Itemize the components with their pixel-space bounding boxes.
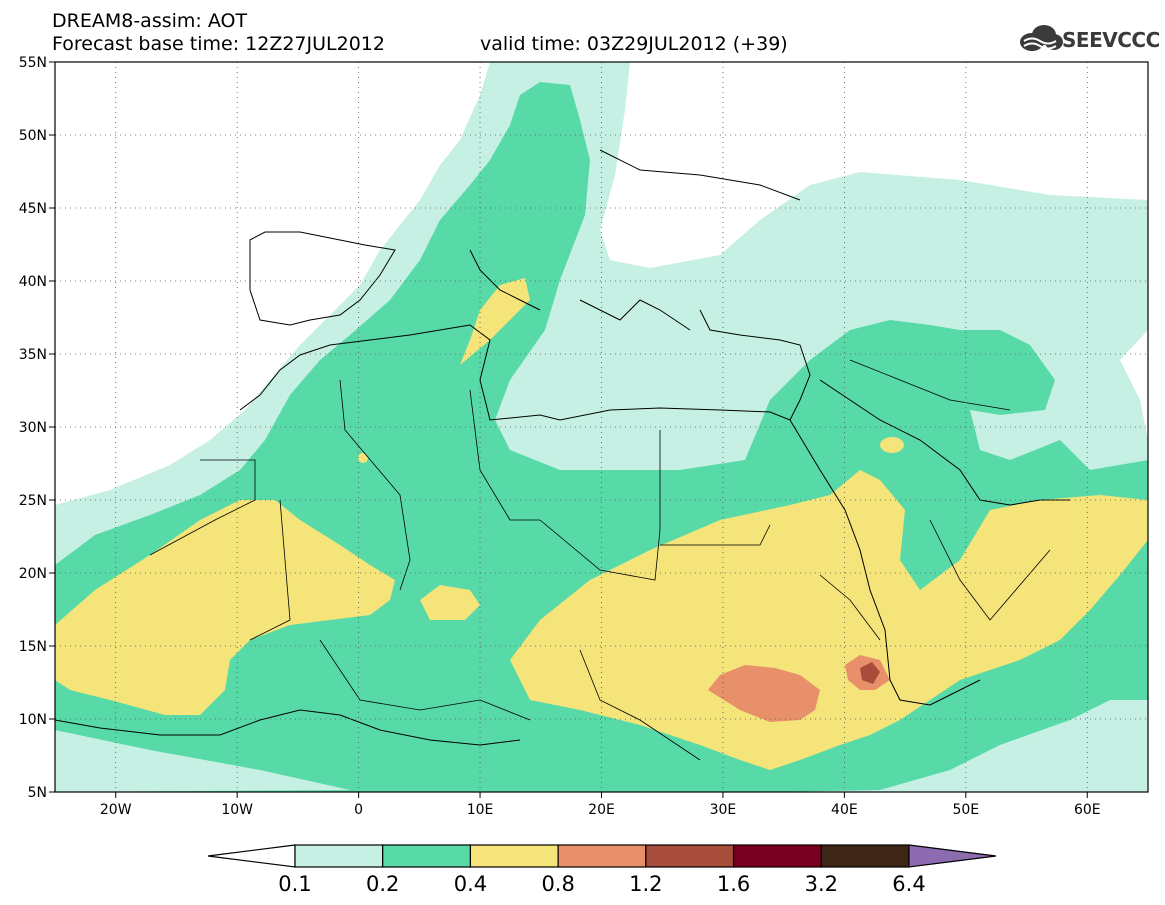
coastlines (55, 149, 1070, 746)
lon-tick-label: 50E (952, 802, 979, 818)
lat-tick-label: 45N (19, 201, 47, 217)
lon-tick-label: 10E (467, 802, 494, 818)
colorbar-box (645, 844, 735, 868)
aot-band-0.4-patch-italy (460, 278, 530, 365)
lat-tick-label: 40N (19, 274, 47, 290)
colorbar-box (557, 844, 647, 868)
aot-band-0.1-south2 (900, 715, 1148, 792)
aot-band-0.4-patch-small (358, 453, 368, 463)
lat-tick-label: 20N (19, 566, 47, 582)
cloud-logo-icon (1020, 25, 1063, 51)
axis-ticks: 55N 50N 45N 40N 35N 30N 25N 20N 15N 10N 5N 20W 10W 0 1… (19, 55, 1101, 818)
map-frame (54, 61, 1149, 793)
colorbar-label: 0.8 (541, 872, 574, 896)
lat-tick-label: 35N (19, 347, 47, 363)
lon-tick-label: 0 (354, 802, 363, 818)
borders (149, 359, 1051, 761)
colorbar-box (732, 844, 822, 868)
lon-tick-label: 60E (1074, 802, 1101, 818)
forecast-base-time: Forecast base time: 12Z27JUL2012 (52, 33, 385, 55)
map-title: DREAM8-assim: AOT (52, 10, 248, 32)
colorbar-arrow-high (908, 844, 997, 868)
colorbar-label: 1.2 (629, 872, 662, 896)
colorbar-label: 1.6 (717, 872, 750, 896)
logo-text: SEEVCCC (1062, 28, 1160, 52)
colorbar-label: 6.4 (892, 872, 925, 896)
colorbar-label: 3.2 (805, 872, 838, 896)
lon-tick-label: 20E (588, 802, 615, 818)
colorbar-box (820, 844, 910, 868)
colorbar-label: 0.1 (278, 872, 311, 896)
lat-tick-label: 25N (19, 493, 47, 509)
lon-tick-label: 10W (221, 802, 253, 818)
colorbar-box (294, 844, 384, 868)
lon-tick-label: 40E (831, 802, 858, 818)
colorbar-box (382, 844, 472, 868)
aot-band-0.1-south (55, 730, 350, 792)
colorbar-label: 0.2 (366, 872, 399, 896)
lat-tick-label: 15N (19, 639, 47, 655)
aot-band-0.8 (708, 665, 820, 722)
gridlines (55, 62, 1148, 792)
lat-tick-label: 5N (28, 785, 47, 801)
lat-tick-label: 55N (19, 55, 47, 71)
lon-tick-label: 20W (100, 802, 132, 818)
lat-tick-label: 50N (19, 128, 47, 144)
lat-tick-label: 10N (19, 712, 47, 728)
lat-tick-label: 30N (19, 420, 47, 436)
aot-band-0.4-patch-sahara (420, 585, 480, 620)
aot-band-0.4-west (55, 500, 395, 715)
valid-time: valid time: 03Z29JUL2012 (+39) (480, 33, 788, 55)
colorbar-arrow-low (207, 844, 296, 868)
colorbar-box (469, 844, 559, 868)
lon-tick-label: 30E (710, 802, 737, 818)
aot-band-0.4-patch-levant (880, 437, 904, 453)
colorbar-label: 0.4 (454, 872, 487, 896)
aot-band-1.2 (860, 662, 880, 684)
